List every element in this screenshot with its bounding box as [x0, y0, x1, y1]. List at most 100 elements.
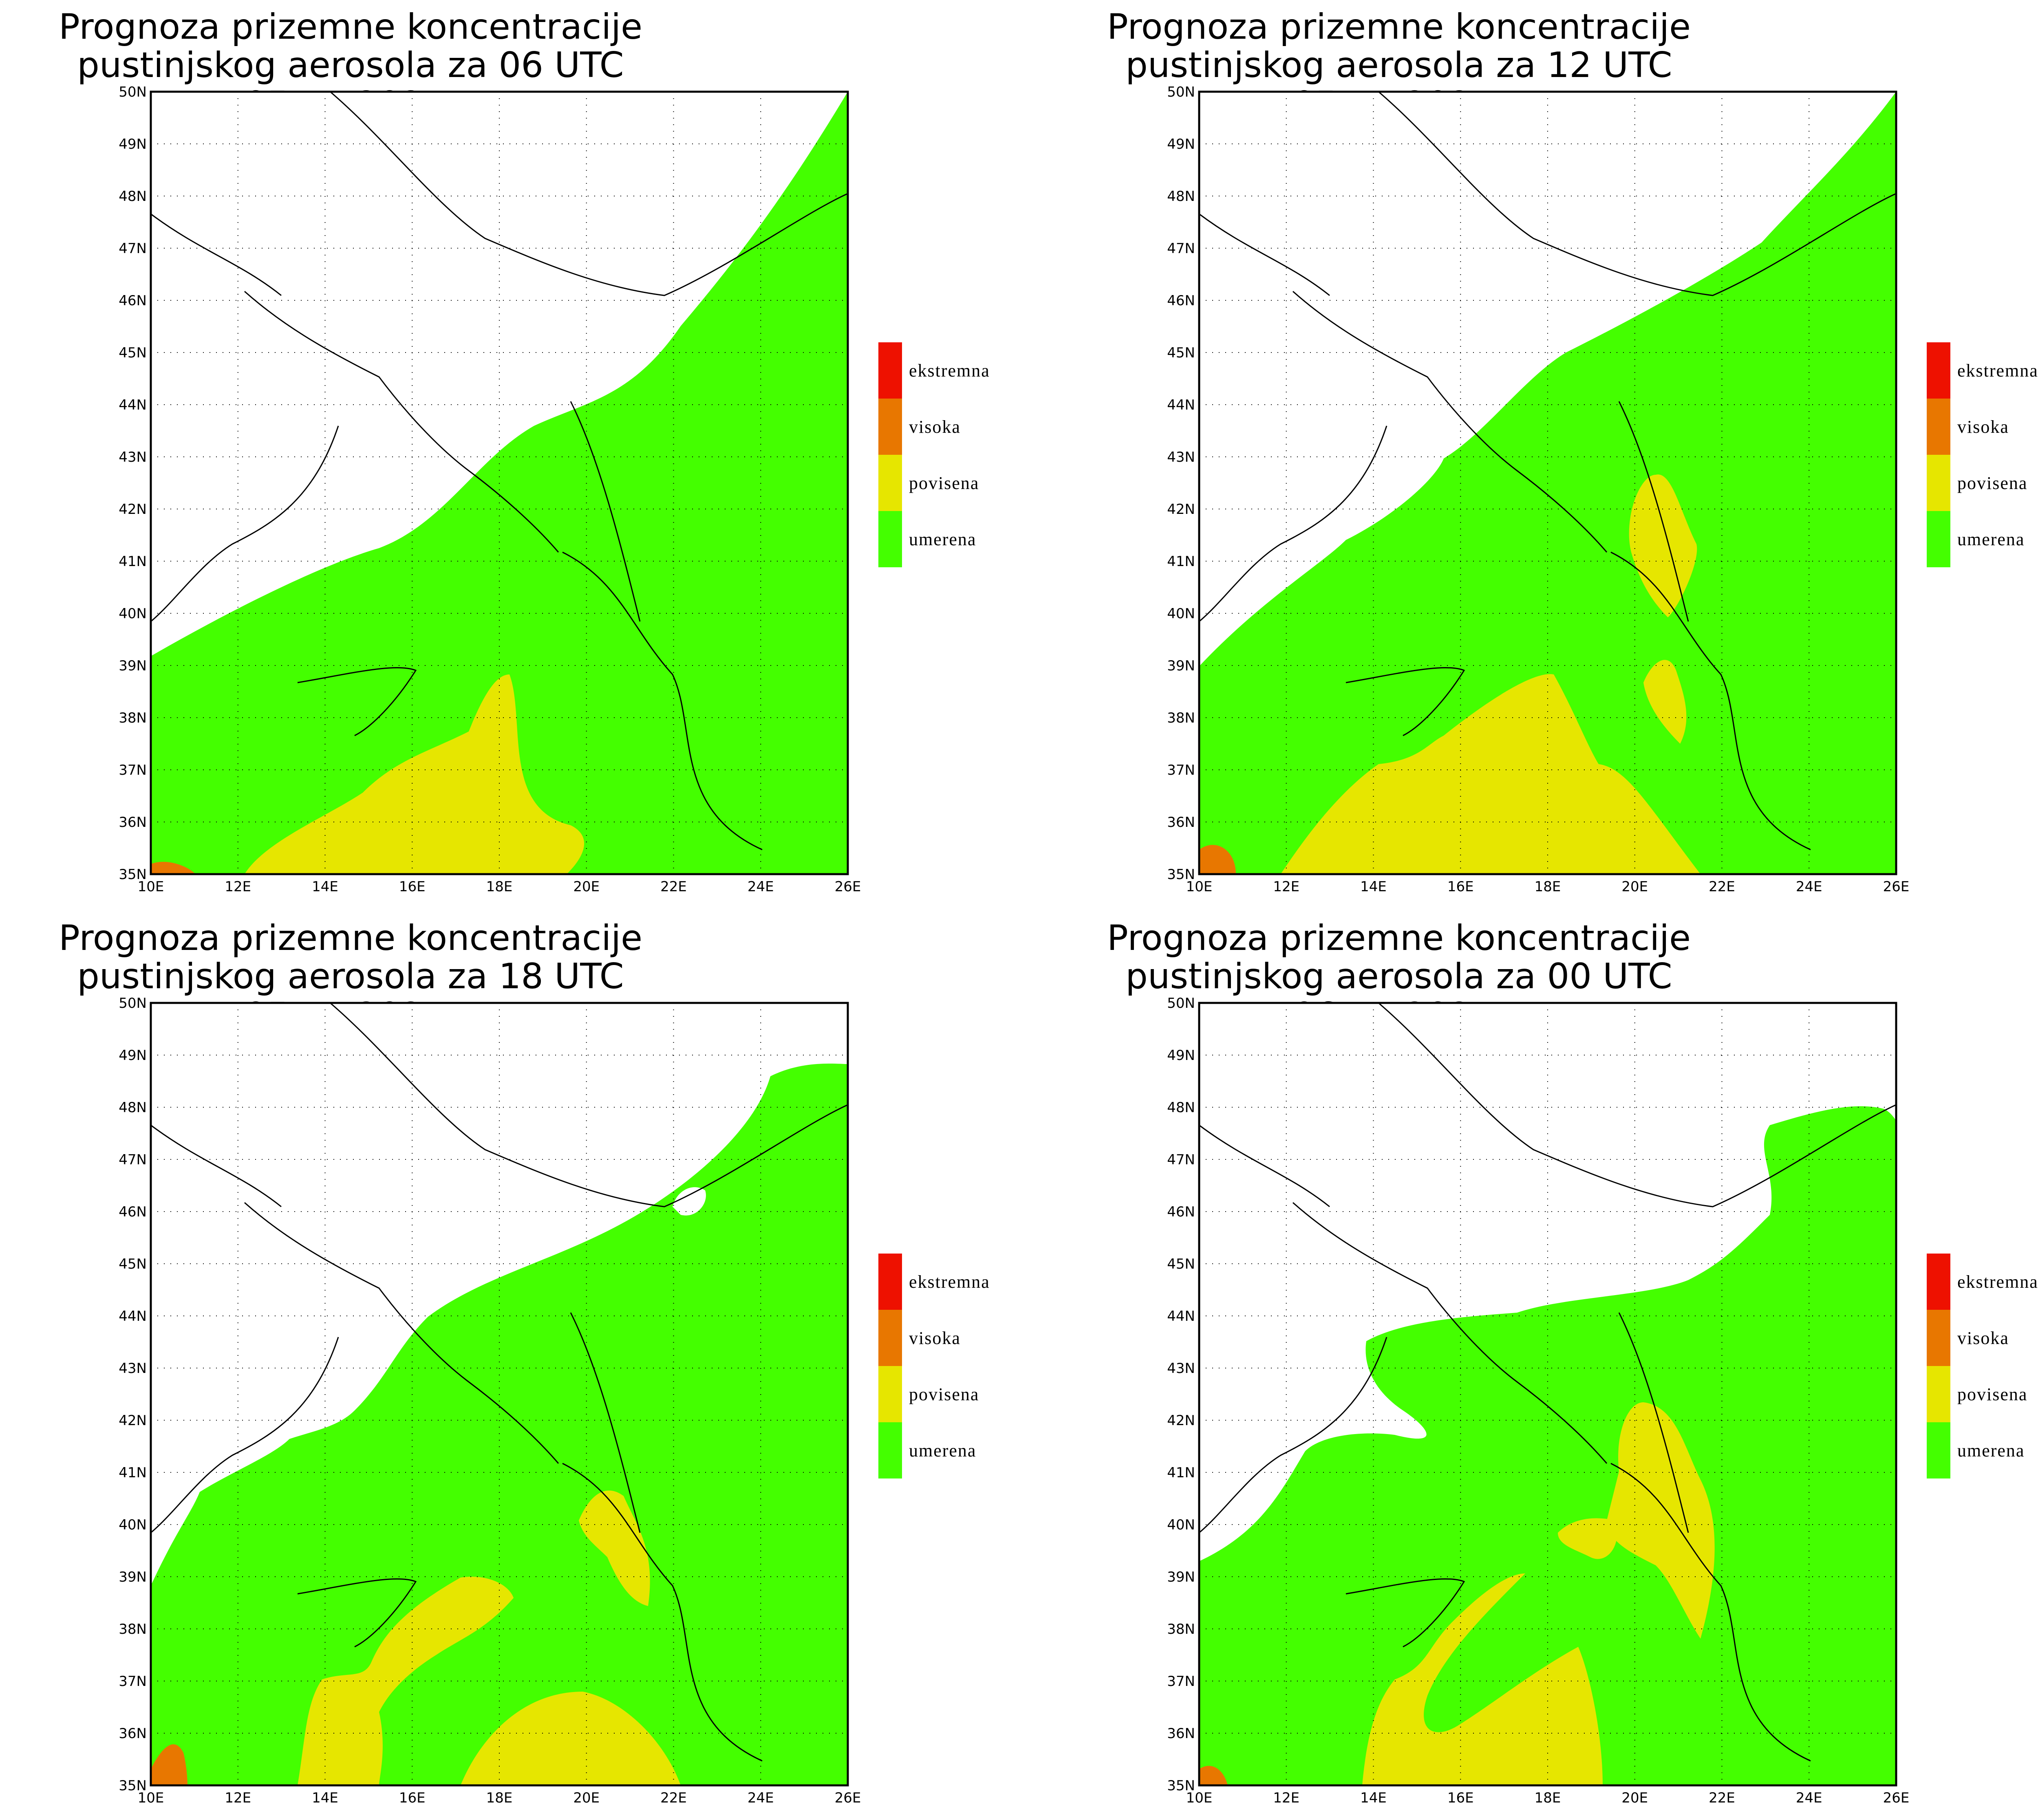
lat-label: 48N [119, 188, 147, 205]
lat-label: 41N [1167, 1465, 1195, 1481]
lat-label: 44N [1167, 397, 1195, 413]
lat-labels: 35N 36N 37N 38N 39N 40N 41N 42N 43N 44N … [1167, 84, 1195, 883]
legend-label-visoka: visoka [1957, 1328, 2009, 1348]
lat-label: 48N [119, 1099, 147, 1116]
legend-label-ekstremna: ekstremna [909, 361, 990, 381]
lon-label: 26E [1883, 879, 1910, 895]
lat-label: 38N [119, 710, 147, 726]
lat-label: 38N [1167, 1621, 1195, 1637]
legend-swatch-umerena [1927, 511, 1950, 567]
legend-swatch-povisena [878, 455, 902, 511]
panel-title-line1: Prognoza prizemne koncentracije [1107, 7, 1691, 47]
map-svg: 35N 36N 37N 38N 39N 40N 41N 42N 43N 44N … [119, 84, 990, 895]
povisena-region-albania [1607, 1402, 1715, 1639]
umerena-region [151, 1063, 848, 1785]
legend-swatch-povisena [1927, 455, 1950, 511]
povisena-region-ionian [1558, 1518, 1617, 1559]
lat-label: 50N [119, 84, 147, 100]
legend-swatch-visoka [878, 1310, 902, 1366]
lon-label: 20E [1621, 1790, 1648, 1806]
white-hole [673, 1187, 706, 1216]
legend-swatch-ekstremna [1927, 1254, 1950, 1310]
lat-label: 46N [1167, 1204, 1195, 1220]
lat-label: 44N [119, 397, 147, 413]
map-area: 35N 36N 37N 38N 39N 40N 41N 42N 43N 44N … [119, 995, 861, 1806]
lat-label: 45N [1167, 1256, 1195, 1272]
legend-swatch-visoka [1927, 399, 1950, 455]
legend-label-povisena: povisena [909, 1384, 979, 1404]
lat-label: 39N [1167, 1569, 1195, 1585]
lat-label: 45N [119, 345, 147, 361]
lat-label: 48N [1167, 1099, 1195, 1116]
map-panel-06utc: Prognoza prizemne koncentracije pustinjs… [0, 0, 1043, 905]
lat-label: 47N [119, 240, 147, 257]
lon-label: 12E [1273, 879, 1299, 895]
grid-lines [1199, 92, 1896, 874]
panel-title-line1: Prognoza prizemne koncentracije [58, 7, 643, 47]
lat-label: 42N [1167, 1412, 1195, 1429]
lon-label: 16E [399, 879, 426, 895]
grid-lines [1199, 1003, 1896, 1785]
lat-label: 45N [1167, 345, 1195, 361]
lon-label: 12E [225, 879, 251, 895]
lat-label: 42N [1167, 501, 1195, 518]
lat-labels: 35N 36N 37N 38N 39N 40N 41N 42N 43N 44N … [119, 84, 147, 883]
lon-label: 10E [138, 879, 164, 895]
map-panel-18utc: Prognoza prizemne koncentracije pustinjs… [0, 911, 1043, 1816]
grid-lines [151, 92, 848, 874]
legend-swatch-ekstremna [878, 1254, 902, 1310]
lat-label: 47N [119, 1152, 147, 1168]
white-hole [1863, 1068, 1896, 1105]
umerena-region [1199, 1106, 1896, 1785]
legend-swatch-povisena [878, 1366, 902, 1422]
legend-label-umerena: umerena [1957, 529, 2025, 549]
lat-label: 35N [1167, 866, 1195, 883]
lat-label: 49N [1167, 1047, 1195, 1064]
legend-label-visoka: visoka [1957, 417, 2009, 437]
legend: ekstremna visoka povisena umerena [1927, 1254, 2038, 1478]
povisena-region-south [461, 1692, 681, 1785]
lat-label: 42N [119, 501, 147, 518]
povisena-region-albania [579, 1490, 650, 1606]
lon-label: 18E [486, 879, 513, 895]
legend-label-umerena: umerena [909, 529, 976, 549]
lon-label: 26E [1883, 1790, 1910, 1806]
lat-label: 43N [119, 449, 147, 465]
lon-label: 18E [1535, 1790, 1561, 1806]
lon-label: 22E [660, 1790, 687, 1806]
lon-label: 18E [486, 1790, 513, 1806]
visoka-region [151, 862, 196, 874]
lat-label: 39N [1167, 658, 1195, 674]
legend-swatch-umerena [1927, 1422, 1950, 1478]
lon-label: 22E [1709, 1790, 1735, 1806]
lat-label: 39N [119, 1569, 147, 1585]
lon-label: 20E [573, 1790, 600, 1806]
povisena-region-east [1629, 474, 1697, 617]
panel-title-line1: Prognoza prizemne koncentracije [58, 918, 643, 958]
legend-swatch-umerena [878, 511, 902, 567]
map-area: 35N 36N 37N 38N 39N 40N 41N 42N 43N 44N … [1167, 84, 1909, 895]
lat-label: 35N [119, 1778, 147, 1794]
lon-label: 16E [399, 1790, 426, 1806]
map-frame [1198, 1002, 1897, 1787]
povisena-region [1281, 674, 1701, 874]
lat-label: 37N [1167, 1673, 1195, 1690]
lat-label: 46N [1167, 293, 1195, 309]
lat-label: 46N [119, 293, 147, 309]
lon-labels: 10E 12E 14E 16E 18E 20E 22E 24E 26E [138, 879, 861, 895]
map-svg: 35N 36N 37N 38N 39N 40N 41N 42N 43N 44N … [119, 995, 989, 1806]
lat-label: 41N [1167, 553, 1195, 570]
lon-label: 10E [1186, 1790, 1213, 1806]
lat-label: 50N [1167, 84, 1195, 100]
legend: ekstremna visoka povisena umerena [878, 1254, 989, 1478]
legend-label-visoka: visoka [909, 417, 961, 437]
legend-label-povisena: povisena [909, 473, 979, 493]
lon-labels: 10E 12E 14E 16E 18E 20E 22E 24E 26E [138, 1790, 861, 1806]
lat-labels: 35N 36N 37N 38N 39N 40N 41N 42N 43N 44N … [119, 995, 147, 1794]
map-panel-00utc: Prognoza prizemne koncentracije pustinjs… [1048, 911, 2038, 1816]
lon-label: 22E [660, 879, 687, 895]
lat-label: 37N [1167, 762, 1195, 778]
povisena-region [1362, 1573, 1603, 1785]
lat-label: 44N [119, 1308, 147, 1324]
lon-label: 26E [835, 1790, 861, 1806]
